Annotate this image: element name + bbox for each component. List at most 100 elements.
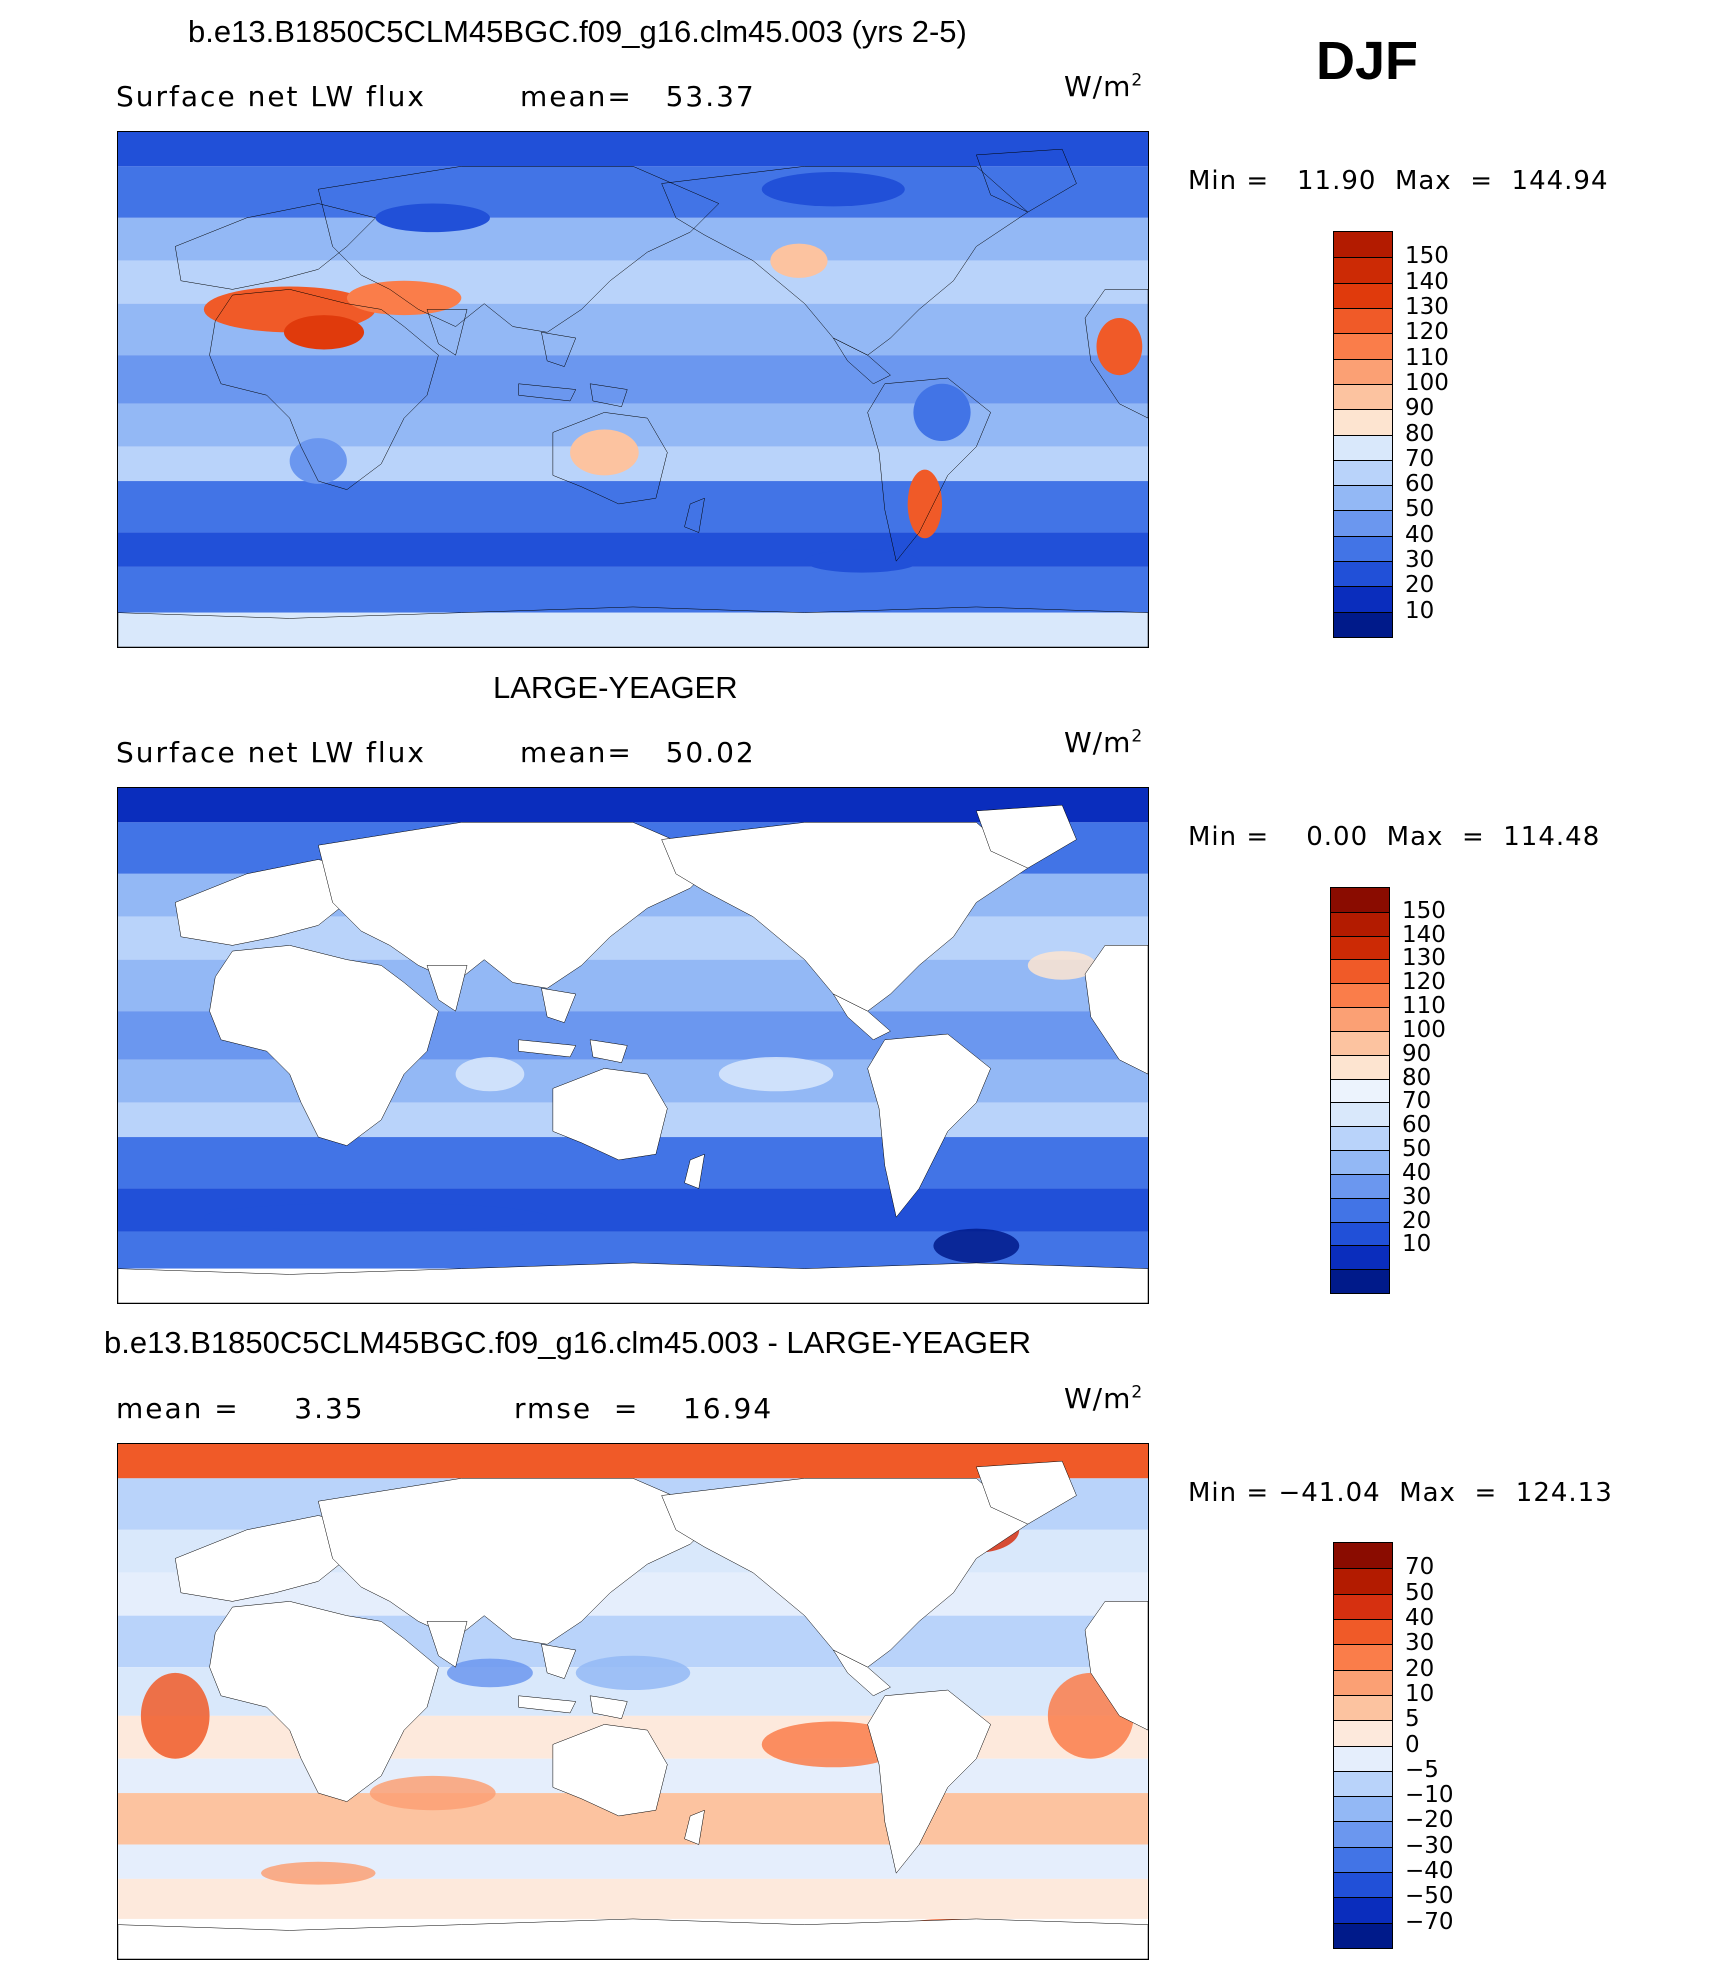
coastline: [590, 1040, 627, 1063]
panel2-variable: Surface net LW flux: [116, 736, 426, 769]
colorbar-swatch: [1334, 1872, 1392, 1898]
panel3-title: b.e13.B1850C5CLM45BGC.f09_g16.clm45.003 …: [104, 1325, 1032, 1360]
field-feature: [447, 1658, 533, 1688]
colorbar-tick-label: 70: [1402, 1088, 1432, 1115]
coastline: [519, 384, 576, 401]
field-feature: [261, 1861, 376, 1885]
colorbar-tick-label: 20: [1405, 572, 1435, 599]
field-feature: [289, 438, 347, 484]
field-feature: [1027, 951, 1097, 980]
coastline: [118, 1919, 1148, 1959]
panel3-map: [117, 1443, 1149, 1960]
colorbar-tick-label: 40: [1405, 1604, 1435, 1631]
coastline: [590, 1696, 627, 1719]
colorbar-swatch: [1331, 888, 1389, 912]
panel2-minmax: Min = 0.00 Max = 114.48: [1188, 822, 1601, 852]
colorbar-swatch: [1334, 1770, 1392, 1797]
coastline: [868, 1690, 991, 1873]
colorbar-swatch: [1334, 383, 1392, 410]
colorbar-swatch: [1331, 959, 1389, 984]
coastline: [976, 805, 1076, 868]
colorbar-swatch: [1334, 561, 1392, 587]
field-feature: [283, 315, 365, 350]
colorbar-swatch: [1334, 1618, 1392, 1645]
panel1-map: [117, 131, 1149, 648]
coastline: [541, 1644, 575, 1678]
field-feature: [907, 469, 942, 539]
colorbar-swatch: [1334, 1694, 1392, 1721]
colorbar-swatch: [1331, 1102, 1389, 1127]
ocean-band: [118, 355, 1148, 404]
colorbar-swatch: [1334, 1846, 1392, 1873]
coastline: [976, 1461, 1076, 1524]
coastline: [519, 1696, 576, 1713]
coastline: [427, 309, 467, 355]
colorbar-tick-label: 130: [1402, 945, 1446, 972]
map-canvas: [118, 132, 1148, 647]
colorbar-tick-label: 50: [1405, 1579, 1435, 1606]
field-feature: [575, 1655, 691, 1691]
colorbar-tick-label: 100: [1402, 1016, 1446, 1043]
colorbar-swatch: [1331, 1030, 1389, 1055]
coastline: [553, 412, 667, 504]
colorbar-swatch: [1334, 611, 1392, 637]
colorbar-swatch: [1331, 1269, 1389, 1293]
coastline: [833, 994, 890, 1040]
colorbar-swatch: [1334, 257, 1392, 283]
field-feature: [455, 1056, 525, 1092]
field-feature: [375, 203, 490, 233]
panel3-rmse: rmse = 16.94: [514, 1392, 774, 1425]
colorbar-tick-label: −70: [1405, 1908, 1454, 1935]
coastline: [553, 1724, 667, 1816]
colorbar-tick-label: 140: [1402, 921, 1446, 948]
map-canvas: [118, 1444, 1148, 1959]
colorbar-tick-label: 110: [1402, 993, 1446, 1020]
field-feature: [570, 429, 639, 476]
colorbar-tick-label: 90: [1405, 395, 1435, 422]
coastline: [590, 384, 627, 407]
coastline: [685, 1154, 705, 1188]
colorbar-tick-label: 30: [1405, 547, 1435, 574]
colorbar-swatch: [1334, 358, 1392, 384]
panel1-variable: Surface net LW flux: [116, 80, 426, 113]
ocean-band: [118, 217, 1148, 261]
colorbar-tick-label: 60: [1402, 1112, 1432, 1139]
field-feature: [203, 1202, 548, 1232]
coastline: [868, 1034, 991, 1217]
colorbar-swatch: [1331, 911, 1389, 936]
colorbar-tick-label: 100: [1405, 369, 1449, 396]
colorbar-tick-label: −30: [1405, 1832, 1454, 1859]
field-feature: [1096, 317, 1143, 376]
coastline: [1085, 945, 1148, 1074]
colorbar-swatch: [1334, 1821, 1392, 1847]
field-feature: [933, 1228, 1020, 1263]
colorbar-swatch: [1334, 333, 1392, 359]
colorbar-tick-label: 20: [1405, 1655, 1435, 1682]
ocean-band: [118, 403, 1148, 447]
map-canvas: [118, 788, 1148, 1303]
colorbar-tick-label: 5: [1405, 1706, 1420, 1733]
colorbar-swatch: [1334, 459, 1392, 486]
coastline: [210, 289, 439, 489]
colorbar-tick-label: 70: [1405, 1554, 1435, 1581]
panel1-minmax: Min = 11.90 Max = 144.94: [1188, 166, 1609, 196]
colorbar-tick-label: −20: [1405, 1807, 1454, 1834]
panel2-title: LARGE-YEAGER: [493, 670, 738, 705]
panel2-mean: mean= 50.02: [520, 736, 756, 769]
colorbar-tick-label: 130: [1405, 293, 1449, 320]
field-feature: [913, 383, 971, 441]
coastline: [541, 332, 575, 366]
coastline: [210, 945, 439, 1145]
colorbar-swatch: [1334, 535, 1392, 562]
colorbar-tick-label: 0: [1405, 1731, 1420, 1758]
colorbar-tick-label: 150: [1405, 243, 1449, 270]
coastline: [118, 607, 1148, 647]
colorbar-tick-label: 30: [1402, 1183, 1432, 1210]
coastline: [833, 338, 890, 384]
colorbar-swatch: [1334, 485, 1392, 511]
field-feature: [718, 1056, 834, 1092]
colorbar-tick-label: −10: [1405, 1782, 1454, 1809]
colorbar-tick-label: 40: [1405, 521, 1435, 548]
panel1-mean: mean= 53.37: [520, 80, 756, 113]
colorbar-tick-label: 40: [1402, 1159, 1432, 1186]
